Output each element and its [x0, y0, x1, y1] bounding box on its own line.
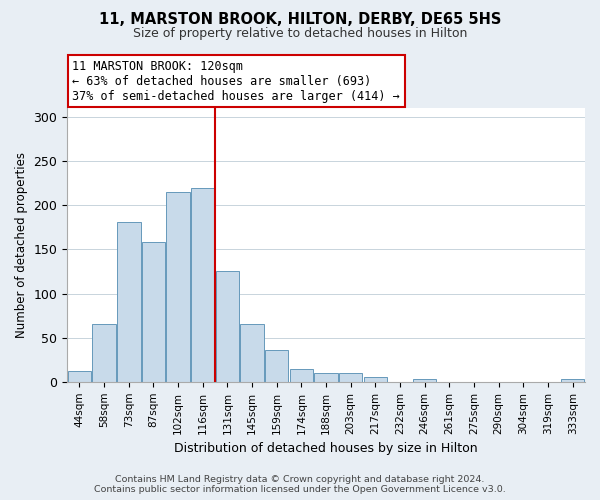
- Bar: [68, 371, 91, 382]
- Bar: [339, 373, 362, 382]
- Y-axis label: Number of detached properties: Number of detached properties: [15, 152, 28, 338]
- Bar: [265, 350, 289, 382]
- Text: 11 MARSTON BROOK: 120sqm
← 63% of detached houses are smaller (693)
37% of semi-: 11 MARSTON BROOK: 120sqm ← 63% of detach…: [73, 60, 400, 102]
- Bar: [117, 222, 140, 382]
- X-axis label: Distribution of detached houses by size in Hilton: Distribution of detached houses by size …: [174, 442, 478, 455]
- Bar: [413, 379, 436, 382]
- Text: Size of property relative to detached houses in Hilton: Size of property relative to detached ho…: [133, 28, 467, 40]
- Bar: [561, 379, 584, 382]
- Bar: [314, 373, 338, 382]
- Bar: [166, 192, 190, 382]
- Bar: [92, 324, 116, 382]
- Bar: [241, 324, 264, 382]
- Bar: [290, 370, 313, 382]
- Bar: [364, 378, 387, 382]
- Bar: [142, 242, 165, 382]
- Bar: [191, 188, 214, 382]
- Text: 11, MARSTON BROOK, HILTON, DERBY, DE65 5HS: 11, MARSTON BROOK, HILTON, DERBY, DE65 5…: [99, 12, 501, 28]
- Text: Contains HM Land Registry data © Crown copyright and database right 2024.
Contai: Contains HM Land Registry data © Crown c…: [94, 474, 506, 494]
- Bar: [216, 272, 239, 382]
